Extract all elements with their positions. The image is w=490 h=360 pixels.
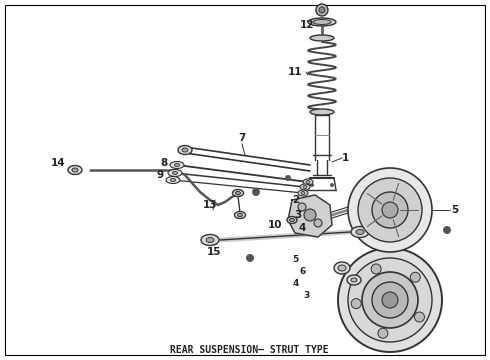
Text: 5: 5 [451, 205, 459, 215]
Ellipse shape [168, 170, 182, 176]
Circle shape [304, 209, 316, 221]
Text: 1: 1 [342, 153, 348, 163]
Circle shape [298, 203, 306, 211]
Ellipse shape [356, 230, 364, 234]
Ellipse shape [238, 213, 243, 216]
Text: 3: 3 [294, 210, 302, 220]
Ellipse shape [338, 265, 346, 271]
Circle shape [378, 328, 388, 338]
Circle shape [362, 272, 418, 328]
Circle shape [310, 183, 314, 187]
Text: 9: 9 [156, 170, 164, 180]
Circle shape [410, 272, 420, 282]
Text: 7: 7 [238, 133, 245, 143]
Circle shape [314, 219, 322, 227]
Text: 4: 4 [293, 279, 299, 288]
Ellipse shape [178, 145, 192, 154]
Ellipse shape [290, 219, 294, 221]
Ellipse shape [347, 275, 361, 285]
Text: 11: 11 [288, 67, 302, 77]
Ellipse shape [308, 18, 336, 26]
Text: 10: 10 [268, 220, 282, 230]
Circle shape [371, 264, 381, 274]
Circle shape [382, 292, 398, 308]
Circle shape [338, 248, 442, 352]
Circle shape [252, 188, 260, 196]
Ellipse shape [170, 162, 184, 168]
Ellipse shape [174, 163, 179, 166]
Ellipse shape [182, 148, 188, 152]
Circle shape [415, 312, 424, 322]
Ellipse shape [351, 278, 357, 282]
Text: 15: 15 [207, 247, 221, 257]
Ellipse shape [171, 179, 175, 181]
Circle shape [246, 254, 254, 262]
Text: 3: 3 [303, 292, 309, 301]
Ellipse shape [303, 185, 307, 189]
Circle shape [285, 175, 291, 181]
Ellipse shape [287, 216, 297, 224]
Text: 8: 8 [160, 158, 168, 168]
Circle shape [372, 192, 408, 228]
Polygon shape [288, 195, 332, 237]
Circle shape [351, 298, 361, 309]
Ellipse shape [334, 262, 350, 274]
Circle shape [348, 168, 432, 252]
Circle shape [330, 183, 334, 187]
Ellipse shape [72, 168, 78, 172]
Ellipse shape [232, 189, 244, 197]
Ellipse shape [301, 192, 305, 194]
Ellipse shape [310, 35, 334, 41]
Circle shape [348, 258, 432, 342]
Ellipse shape [310, 109, 334, 115]
Ellipse shape [298, 190, 308, 196]
Ellipse shape [236, 192, 241, 194]
Ellipse shape [313, 19, 331, 24]
Ellipse shape [235, 212, 245, 219]
Text: 14: 14 [50, 158, 65, 168]
Text: REAR SUSPENSION– STRUT TYPE: REAR SUSPENSION– STRUT TYPE [170, 345, 329, 355]
Ellipse shape [166, 176, 180, 184]
Circle shape [382, 202, 398, 218]
Text: 13: 13 [203, 200, 217, 210]
Ellipse shape [351, 226, 369, 238]
Ellipse shape [303, 179, 313, 185]
Circle shape [372, 282, 408, 318]
Text: 4: 4 [298, 223, 306, 233]
Circle shape [358, 178, 422, 242]
Text: 2: 2 [293, 195, 299, 205]
Circle shape [319, 7, 325, 13]
Circle shape [443, 226, 451, 234]
Ellipse shape [300, 184, 310, 190]
Circle shape [316, 4, 328, 16]
Text: 12: 12 [300, 20, 314, 30]
Ellipse shape [172, 171, 177, 175]
Ellipse shape [206, 238, 214, 243]
Text: 5: 5 [292, 256, 298, 265]
Text: 6: 6 [300, 267, 306, 276]
Ellipse shape [68, 166, 82, 175]
Ellipse shape [306, 180, 310, 184]
Ellipse shape [201, 234, 219, 246]
